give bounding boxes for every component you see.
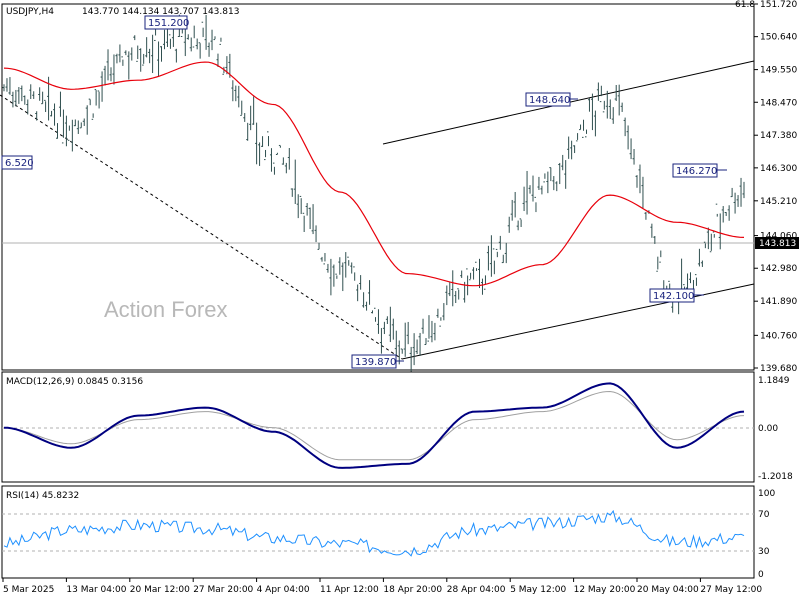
time-tick-label: 20 May 04:00 (637, 585, 699, 595)
price-tick-label: 148.470 (760, 98, 797, 108)
rsi-tick-70: 70 (758, 510, 770, 520)
price-tick-label: 142.980 (760, 264, 797, 274)
rsi-pane-border (1, 485, 755, 579)
watermark: Action Forex (104, 297, 228, 322)
partial-level-label: 61.8 (735, 0, 755, 10)
price-pane-border (1, 3, 755, 371)
price-tick-label: 149.550 (760, 66, 797, 76)
time-tick-label: 11 Apr 12:00 (320, 585, 379, 595)
current-price-badge (755, 237, 799, 249)
rsi-tick-100: 100 (758, 489, 775, 499)
time-tick-label: 18 Apr 20:00 (383, 585, 442, 595)
rsi-tick-30: 30 (758, 547, 770, 557)
callout-151200-text: 151.200 (148, 18, 189, 29)
time-tick-label: 12 May 20:00 (574, 585, 636, 595)
time-tick-label: 4 Apr 04:00 (257, 585, 310, 595)
time-tick-label: 20 Mar 12:00 (130, 585, 190, 595)
price-axis: 151.720 150.640 149.550 148.470 147.380 146.3… (754, 0, 797, 374)
time-tick-label: 5 Mar 2025 (3, 585, 54, 595)
price-tick-label: 140.760 (760, 331, 797, 341)
time-tick-label: 27 May 12:00 (700, 585, 762, 595)
rsi-axis: 100 70 30 0 (758, 489, 775, 580)
callout-146270-text: 146.270 (676, 166, 717, 177)
current-price-text: 143.813 (759, 239, 796, 249)
rsi-line (3, 509, 745, 557)
time-tick-label: 5 May 12:00 (510, 585, 566, 595)
moving-average-line (3, 61, 745, 287)
trendline-lower-channel (401, 283, 755, 360)
macd-main-line (3, 382, 745, 469)
rsi-header: RSI(14) 45.8232 (6, 491, 79, 501)
callout-6520-text: 6.520 (5, 158, 34, 169)
callout-6520: 6.520 (1, 155, 34, 170)
callout-142100-text: 142.100 (653, 291, 694, 302)
price-tick-label: 139.680 (760, 364, 797, 374)
time-axis: 5 Mar 2025 13 Mar 04:00 20 Mar 12:00 27 Mar… (2, 578, 762, 595)
macd-axis: 1.1849 0.00 -1.2018 (758, 376, 793, 482)
time-tick-label: 28 Apr 04:00 (447, 585, 506, 595)
time-tick-label: 27 Mar 20:00 (193, 585, 253, 595)
macd-header: MACD(12,26,9) 0.0845 0.3156 (6, 377, 143, 387)
price-tick-label: 141.890 (760, 297, 797, 307)
price-tick-label: 151.720 (760, 0, 797, 10)
macd-signal-line (3, 390, 745, 461)
macd-tick-top: 1.1849 (758, 376, 790, 386)
callout-139870: 139.870 (351, 354, 404, 369)
rsi-tick-0: 0 (758, 570, 764, 580)
callout-139870-text: 139.870 (355, 357, 396, 368)
callout-142100: 142.100 (649, 288, 704, 303)
price-tick-label: 147.380 (760, 131, 797, 141)
price-tick-label: 146.300 (760, 164, 797, 174)
price-tick-label: 150.640 (760, 33, 797, 43)
callout-151200: 151.200 (144, 15, 189, 30)
price-tick-label: 145.210 (760, 197, 797, 207)
macd-tick-bottom: -1.2018 (758, 472, 793, 482)
callout-148640: 148.640 (525, 92, 578, 107)
callout-148640-text: 148.640 (529, 95, 570, 106)
trendline-dashed (0, 94, 403, 360)
callout-146270: 146.270 (672, 163, 727, 178)
quotes-label: 143.770 144.134 143.707 143.813 (82, 7, 239, 17)
price-tick-label: 144.060 (760, 232, 797, 242)
instrument-label: USDJPY,H4 (6, 7, 54, 17)
macd-pane-border (1, 371, 755, 483)
time-tick-label: 13 Mar 04:00 (66, 585, 126, 595)
macd-tick-zero: 0.00 (758, 424, 778, 434)
